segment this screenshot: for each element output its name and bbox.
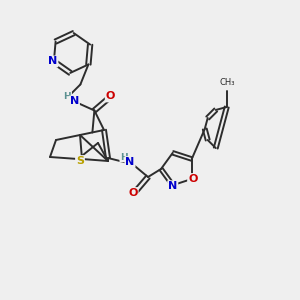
Text: N: N [70, 97, 79, 106]
Text: O: O [106, 92, 115, 101]
Text: S: S [76, 156, 84, 166]
Text: CH₃: CH₃ [219, 78, 235, 87]
Text: O: O [128, 188, 138, 198]
Text: H: H [120, 152, 128, 161]
Text: N: N [48, 56, 58, 67]
Text: N: N [125, 157, 135, 167]
Text: O: O [188, 174, 197, 184]
Text: H: H [64, 92, 71, 101]
Text: N: N [168, 181, 177, 191]
